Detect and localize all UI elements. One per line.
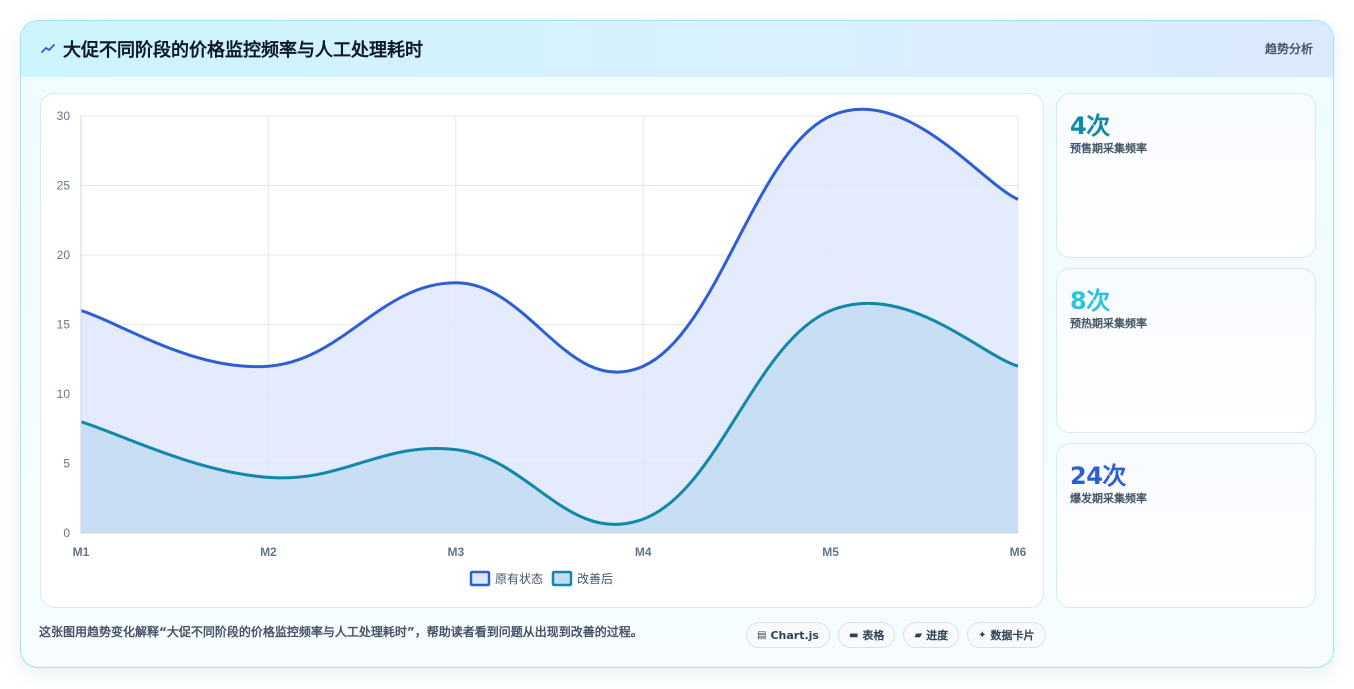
chip-progress[interactable]: ▰ 进度 [903, 622, 960, 648]
y-tick-label: 20 [57, 248, 71, 262]
page-title: 大促不同阶段的价格监控频率与人工处理耗时 [63, 40, 423, 61]
y-tick-label: 25 [57, 179, 71, 193]
sparkle-icon: ✦ [978, 629, 987, 641]
chip-chartjs[interactable]: ▤ Chart.js [746, 622, 830, 648]
legend-label: 改善后 [577, 571, 613, 586]
y-tick-label: 15 [57, 318, 71, 332]
stat-card-burst: 24次 爆发期采集频率 [1056, 443, 1316, 608]
stat-card-warmup: 8次 预热期采集频率 [1056, 268, 1316, 433]
legend-swatch [551, 570, 573, 587]
y-tick-label: 30 [57, 109, 71, 123]
chart-icon: ▤ [757, 629, 767, 641]
trend-icon [41, 44, 55, 53]
x-tick-label: M3 [447, 545, 464, 559]
y-tick-label: 0 [63, 526, 70, 540]
stat-card-presale: 4次 预售期采集频率 [1056, 93, 1316, 258]
chip-label: 表格 [862, 629, 885, 642]
stat-label: 预热期采集频率 [1070, 317, 1147, 330]
stat-value: 24次 [1070, 462, 1126, 490]
stat-value: 8次 [1070, 287, 1110, 315]
chip-row: ▤ Chart.js ▬ 表格 ▰ 进度 ✦ 数据卡片 [746, 622, 1046, 648]
stat-value: 4次 [1070, 112, 1110, 140]
chart-card: 大促不同阶段的价格监控频率与人工处理耗时 趋势分析 0 5 10 15 20 25 30 M1… [20, 20, 1334, 668]
chip-label: 数据卡片 [990, 629, 1035, 642]
x-tick-label: M5 [822, 545, 839, 559]
chip-label: Chart.js [770, 628, 819, 642]
x-tick-label: M1 [73, 545, 90, 559]
y-tick-label: 10 [57, 387, 71, 401]
stat-label: 预售期采集频率 [1070, 142, 1147, 155]
chart-panel: 0 5 10 15 20 25 30 M1 M2 M3 M4 M5 M6 原有状态 改善后 [40, 93, 1044, 608]
stat-label: 爆发期采集频率 [1070, 492, 1147, 505]
table-icon: ▬ [848, 629, 859, 641]
x-tick-label: M4 [635, 545, 652, 559]
chip-label: 进度 [926, 629, 949, 642]
x-tick-label: M2 [260, 545, 277, 559]
y-tick-label: 5 [63, 457, 70, 471]
chip-table[interactable]: ▬ 表格 [837, 622, 896, 648]
progress-icon: ▰ [914, 629, 923, 641]
series-line-0 [80, 107, 1019, 374]
trend-analysis-tag: 趋势分析 [1264, 42, 1313, 56]
x-tick-label: M6 [1010, 545, 1027, 559]
legend-label: 原有状态 [495, 572, 543, 586]
area-chart: 0 5 10 15 20 25 30 M1 M2 M3 M4 M5 M6 原有状态 改善后 [57, 107, 1027, 587]
card-header: 大促不同阶段的价格监控频率与人工处理耗时 趋势分析 [21, 21, 1333, 77]
chart-caption: 这张图用趋势变化解释“大促不同阶段的价格监控频率与人工处理耗时”，帮助读者看到问… [39, 625, 643, 639]
legend-swatch [469, 570, 491, 587]
series-line-1 [80, 301, 1019, 526]
chip-data-card[interactable]: ✦ 数据卡片 [967, 622, 1046, 648]
